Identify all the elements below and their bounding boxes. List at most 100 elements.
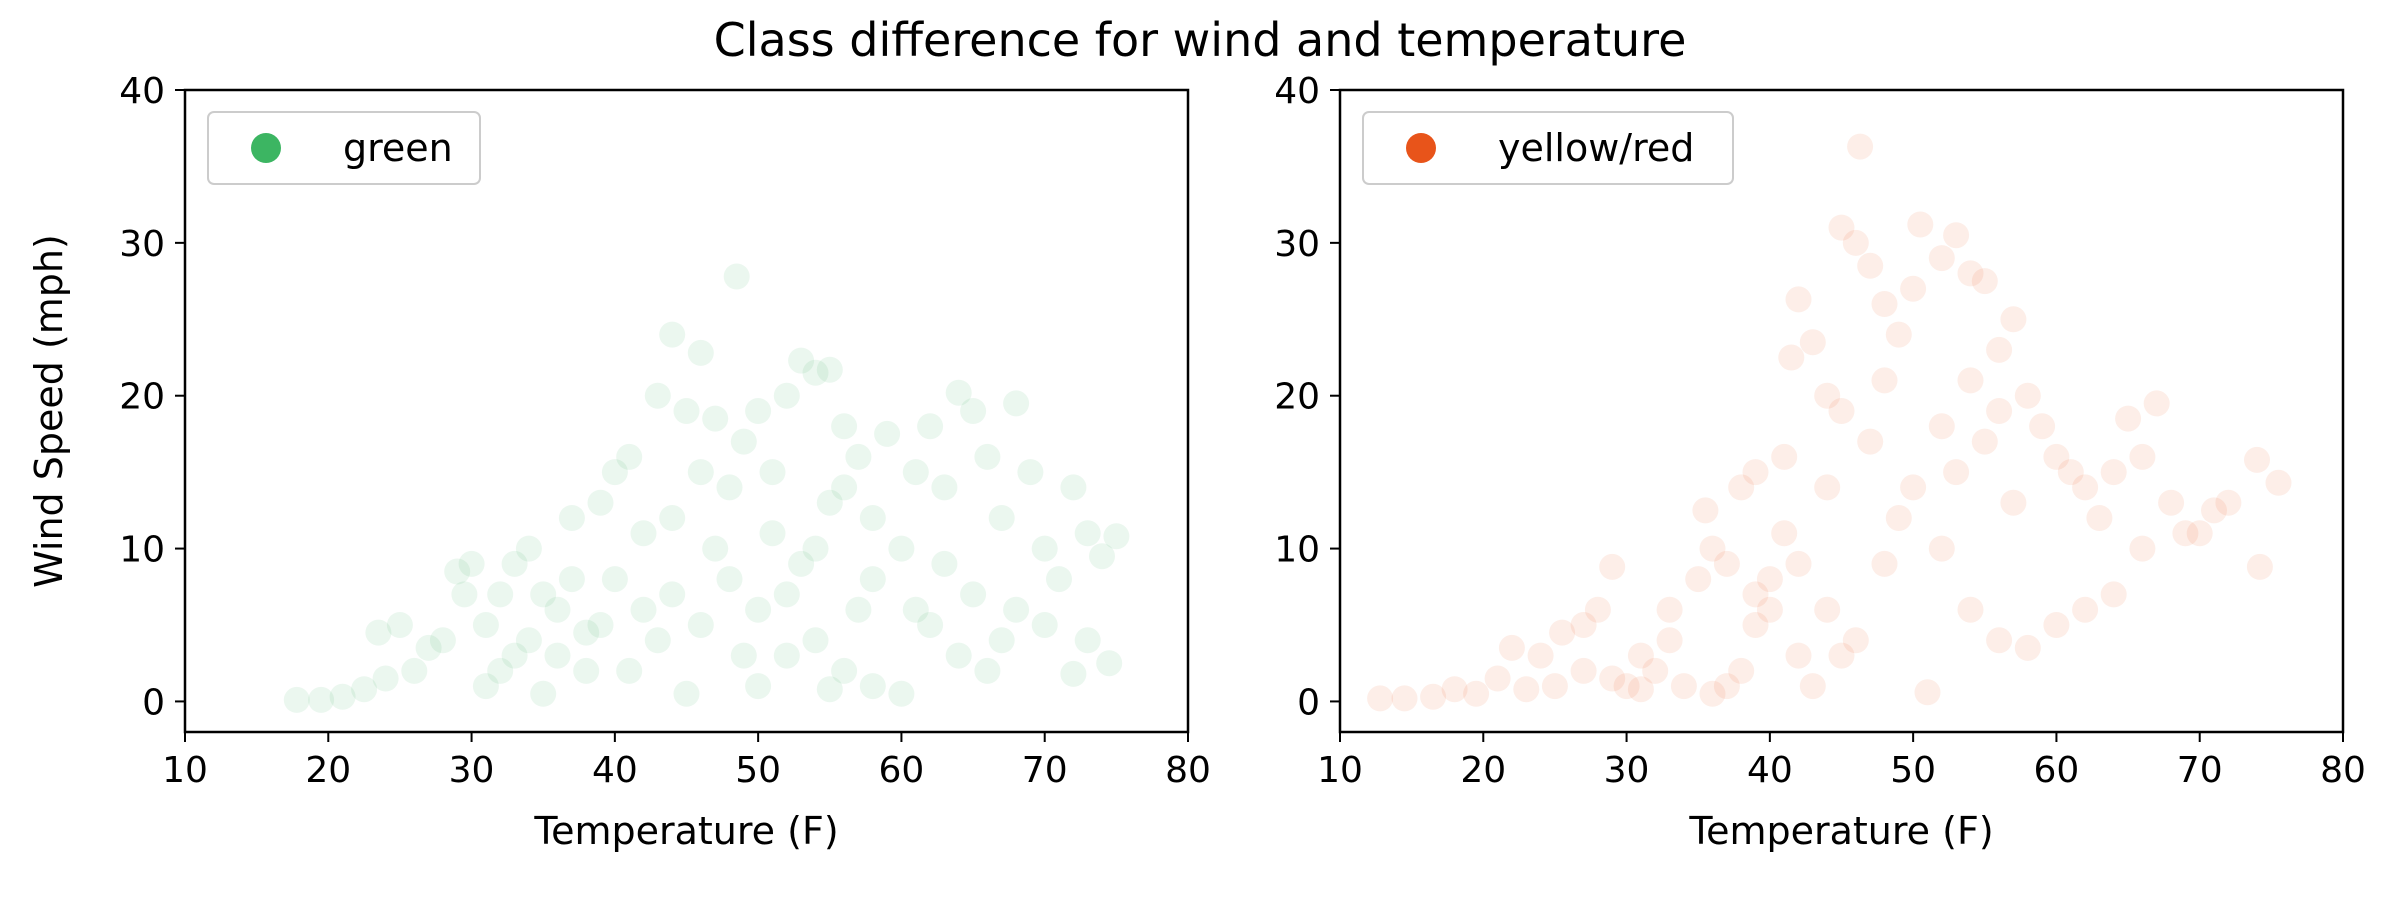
x-tick-label: 30: [1604, 750, 1650, 791]
scatter-point: [831, 474, 858, 501]
scatter-point: [2086, 505, 2113, 531]
scatter-point: [902, 596, 929, 623]
scatter-point: [802, 359, 829, 386]
scatter-point: [587, 612, 614, 638]
y-tick-label: 40: [1274, 71, 1320, 112]
scatter-point: [451, 581, 478, 608]
scatter-point: [2129, 443, 2156, 470]
scatter-point: [573, 619, 600, 646]
scatter-point: [773, 581, 800, 608]
scatter-point: [1828, 642, 1855, 669]
scatter-point: [802, 627, 829, 654]
subplot-yellow-red: 10 20 30 40 50 60 70 80 0 10 20 30 40 Temperature (F)…: [1274, 71, 2366, 853]
scatter-point: [329, 683, 356, 710]
y-tick-label: 0: [142, 682, 165, 723]
scatter-point: [2100, 459, 2127, 486]
scatter-point: [773, 642, 800, 669]
scatter-point: [1771, 520, 1798, 547]
scatter-point: [1627, 676, 1654, 703]
scatter-point: [1778, 344, 1805, 371]
scatter-point: [974, 443, 1001, 470]
scatter-point: [1599, 553, 1626, 580]
scatter-point: [1771, 443, 1798, 470]
x-tick-label: 10: [1317, 750, 1363, 791]
scatter-point: [401, 657, 428, 684]
scatter-point: [415, 634, 442, 661]
scatter-point: [2072, 596, 2099, 623]
scatter-point: [1527, 642, 1554, 669]
y-tick-label: 30: [119, 224, 165, 265]
x-tick-label: 40: [1747, 750, 1793, 791]
axes-frame: [1338, 88, 2345, 734]
scatter-point: [283, 686, 310, 713]
scatter-point: [2186, 520, 2213, 547]
scatter-point: [888, 680, 915, 707]
scatter-point: [687, 612, 714, 638]
scatter-point: [1498, 634, 1525, 661]
scatter-points: [1367, 133, 2292, 712]
scatter-point: [931, 474, 958, 501]
scatter-point: [1842, 229, 1869, 256]
scatter-point: [351, 676, 378, 703]
scatter-point: [2000, 489, 2027, 516]
scatter-point: [1728, 474, 1755, 501]
scatter-point: [1814, 382, 1841, 409]
scatter-point: [730, 642, 757, 669]
scatter-point: [472, 673, 499, 700]
scatter-point: [1570, 657, 1597, 684]
scatter-point: [573, 657, 600, 684]
scatter-point: [644, 627, 671, 654]
x-tick-label: 80: [1165, 750, 1211, 791]
scatter-point: [816, 489, 843, 516]
scatter-point: [673, 680, 700, 707]
y-tick-label: 30: [1274, 224, 1320, 265]
scatter-point: [988, 505, 1015, 531]
scatter-point: [931, 550, 958, 577]
x-axis-label: Temperature (F): [533, 809, 838, 853]
scatter-point: [1570, 612, 1597, 638]
scatter-point: [1900, 275, 1927, 302]
scatter-point: [1728, 657, 1755, 684]
scatter-point: [1907, 211, 1934, 238]
scatter-point: [759, 520, 786, 547]
scatter-point: [716, 474, 743, 501]
scatter-point: [702, 405, 729, 432]
figure-title: Class difference for wind and temperatur…: [713, 13, 1687, 67]
scatter-point: [917, 413, 944, 440]
scatter-point: [1928, 245, 1955, 272]
scatter-point: [1742, 612, 1769, 638]
scatter-point: [472, 612, 499, 638]
scatter-point: [530, 680, 557, 707]
scatter-point: [1060, 660, 1087, 687]
x-tick-label: 70: [2177, 750, 2223, 791]
scatter-point: [845, 443, 872, 470]
scatter-point: [1799, 673, 1826, 700]
scatter-point: [2143, 390, 2170, 417]
scatter-point: [816, 676, 843, 703]
scatter-point: [745, 596, 772, 623]
scatter-point: [544, 642, 571, 669]
scatter-point: [659, 581, 686, 608]
scatter-point: [917, 612, 944, 638]
scatter-point: [1391, 685, 1418, 712]
legend-marker: [1406, 133, 1436, 163]
scatter-point: [859, 505, 886, 531]
x-tick-label: 10: [162, 750, 208, 791]
scatter-point: [558, 505, 585, 531]
scatter-point: [372, 665, 399, 692]
scatter-point: [1742, 459, 1769, 486]
scatter-point: [1842, 627, 1869, 654]
scatter-point: [1857, 252, 1884, 279]
legend: yellow/red: [1362, 111, 1734, 185]
scatter-point: [945, 642, 972, 669]
scatter-point: [888, 535, 915, 562]
scatter-point: [1814, 596, 1841, 623]
scatter-point: [687, 339, 714, 366]
scatter-point: [1613, 673, 1640, 700]
scatter-point: [1670, 673, 1697, 700]
scatter-point: [859, 673, 886, 700]
scatter-point: [1699, 535, 1726, 562]
scatter-point: [1871, 291, 1898, 317]
